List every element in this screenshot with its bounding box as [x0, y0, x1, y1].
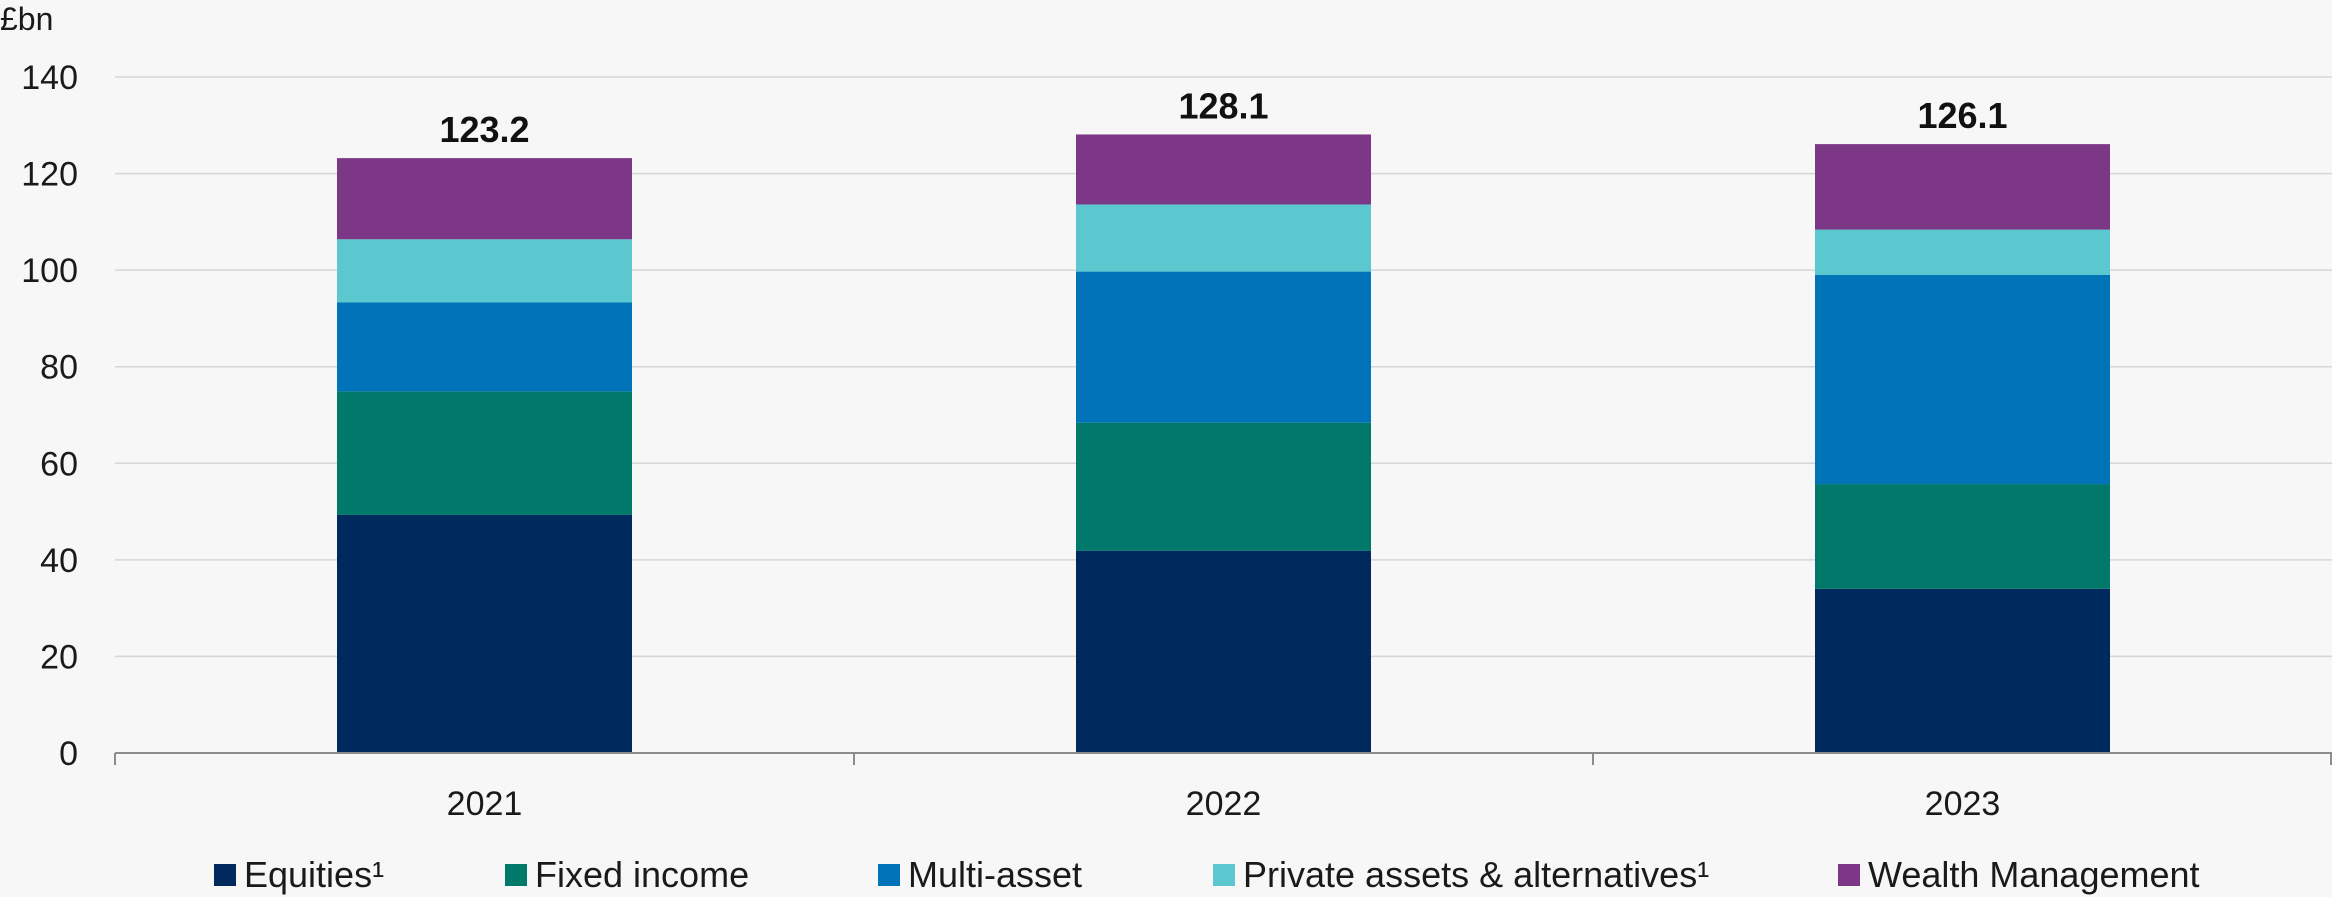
bar-segment: [1076, 550, 1371, 753]
x-tick-label: 2023: [1925, 785, 2001, 823]
bar-segment: [337, 514, 632, 753]
bar-total-label: 123.2: [439, 109, 529, 150]
bar-segment: [337, 302, 632, 392]
bar-segment: [1815, 484, 2110, 589]
y-tick-label: 0: [59, 735, 78, 773]
legend-label: Private assets & alternatives¹: [1243, 854, 1709, 895]
bar-totals: 123.2 128.1 126.1: [439, 85, 2007, 150]
y-tick-label: 20: [40, 638, 78, 676]
legend: Equities¹ Fixed income Multi-asset Private …: [214, 854, 2200, 895]
y-tick-label: 100: [21, 252, 78, 290]
bar-segment: [1076, 204, 1371, 272]
y-tick-label: 60: [40, 445, 78, 483]
legend-label: Multi-asset: [908, 854, 1082, 895]
bar-total-label: 128.1: [1178, 85, 1268, 126]
y-tick-label: 140: [21, 59, 78, 97]
legend-swatch: [878, 864, 900, 886]
bar-segment: [1076, 134, 1371, 205]
y-axis-unit-label: £bn: [0, 1, 53, 37]
bar-segment: [1815, 274, 2110, 485]
x-axis: 2021 2022 2023: [114, 752, 2332, 823]
legend-swatch: [1838, 864, 1860, 886]
y-tick-label: 40: [40, 542, 78, 580]
x-tick-label: 2022: [1186, 785, 1262, 823]
legend-label: Equities¹: [244, 854, 384, 895]
bar-segment: [1815, 144, 2110, 230]
bar-segment: [1076, 271, 1371, 423]
y-tick-label: 80: [40, 349, 78, 387]
x-tick-label: 2021: [447, 785, 523, 823]
bar-segment: [1076, 422, 1371, 551]
bar-segment: [337, 391, 632, 515]
legend-swatch: [214, 864, 236, 886]
legend-label: Fixed income: [535, 854, 749, 895]
y-axis-ticks: 0 20 40 60 80 100 120 140: [21, 59, 78, 773]
legend-swatch: [505, 864, 527, 886]
bar-total-label: 126.1: [1917, 95, 2007, 136]
bar-segment: [337, 239, 632, 303]
legend-swatch: [1213, 864, 1235, 886]
bars: [337, 134, 2110, 753]
bar-segment: [337, 158, 632, 240]
bar-segment: [1815, 588, 2110, 753]
legend-label: Wealth Management: [1868, 854, 2200, 895]
bar-segment: [1815, 229, 2110, 275]
y-tick-label: 120: [21, 156, 78, 194]
